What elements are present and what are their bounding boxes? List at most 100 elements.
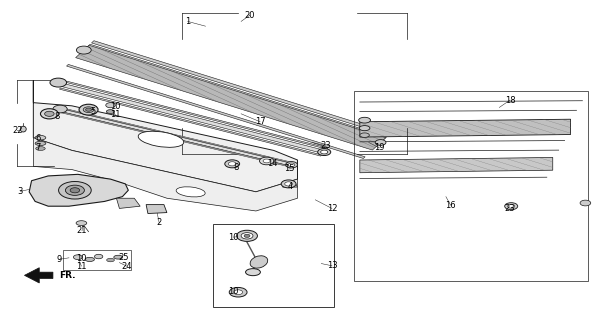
Ellipse shape [359,125,370,131]
Ellipse shape [86,108,92,111]
Text: 5: 5 [90,107,96,116]
Text: 13: 13 [327,261,337,270]
Ellipse shape [76,46,91,54]
Ellipse shape [83,107,94,113]
Ellipse shape [286,162,298,168]
Text: 10: 10 [228,287,239,296]
Polygon shape [62,109,293,166]
Ellipse shape [50,78,67,87]
Ellipse shape [225,160,240,168]
Polygon shape [92,41,391,135]
Ellipse shape [241,233,253,239]
Ellipse shape [229,287,247,297]
Text: 7: 7 [36,143,41,152]
Text: 10: 10 [76,254,87,263]
Text: 3: 3 [18,187,23,196]
Ellipse shape [281,180,296,188]
Ellipse shape [53,105,67,113]
Polygon shape [360,157,553,173]
Ellipse shape [70,188,80,193]
Ellipse shape [138,131,184,147]
Ellipse shape [79,104,98,115]
Bar [212,224,334,307]
Text: 25: 25 [118,253,129,262]
Text: 8: 8 [233,163,239,172]
Text: 11: 11 [110,110,121,119]
Ellipse shape [114,255,123,259]
Ellipse shape [246,269,261,276]
Polygon shape [62,84,325,154]
Ellipse shape [176,187,205,197]
Text: 20: 20 [245,11,255,20]
Ellipse shape [505,203,518,210]
Ellipse shape [58,181,91,199]
Polygon shape [65,81,328,149]
Ellipse shape [359,117,371,123]
Polygon shape [117,198,140,208]
Polygon shape [86,44,387,140]
Polygon shape [29,174,129,206]
Ellipse shape [76,221,87,226]
Text: 18: 18 [505,96,515,105]
Ellipse shape [35,141,46,146]
Polygon shape [67,64,365,158]
Ellipse shape [20,126,26,132]
Polygon shape [33,80,298,192]
Text: 14: 14 [267,159,278,168]
Text: 22: 22 [12,126,23,135]
Polygon shape [60,88,322,156]
Bar [354,92,588,281]
Ellipse shape [107,110,115,114]
Ellipse shape [65,185,84,196]
Text: 17: 17 [255,117,265,126]
Ellipse shape [237,230,258,241]
Ellipse shape [285,182,293,186]
Ellipse shape [508,204,515,208]
Polygon shape [33,138,298,211]
Text: 6: 6 [36,134,41,143]
Polygon shape [61,112,290,167]
Ellipse shape [45,111,54,116]
Ellipse shape [85,257,95,261]
Ellipse shape [244,234,250,237]
Ellipse shape [35,135,46,140]
Text: 2: 2 [156,218,162,227]
Text: 1: 1 [185,17,190,26]
Text: 15: 15 [284,164,295,173]
Text: 21: 21 [77,226,87,235]
Text: 16: 16 [445,201,456,210]
Ellipse shape [375,140,386,145]
Ellipse shape [289,163,295,166]
Polygon shape [360,119,571,137]
Ellipse shape [228,162,236,166]
Ellipse shape [263,159,270,163]
Ellipse shape [106,103,115,108]
Ellipse shape [360,133,369,137]
Text: 10: 10 [110,102,121,111]
Ellipse shape [40,109,58,119]
Ellipse shape [73,255,82,260]
Ellipse shape [321,150,328,154]
Text: 4: 4 [287,182,292,191]
Text: 12: 12 [327,204,337,213]
Ellipse shape [36,147,45,150]
Ellipse shape [318,148,331,156]
Text: 24: 24 [121,261,131,271]
Polygon shape [76,45,386,150]
Text: FR.: FR. [59,271,76,280]
Text: 9: 9 [57,255,61,264]
Polygon shape [64,108,293,164]
Ellipse shape [580,200,591,206]
Ellipse shape [234,290,243,295]
Text: 11: 11 [76,261,87,271]
Polygon shape [24,268,53,283]
Ellipse shape [259,157,274,165]
Polygon shape [283,182,298,187]
Bar [63,250,131,270]
Ellipse shape [250,256,268,268]
Text: 8: 8 [54,112,60,121]
Polygon shape [146,204,167,213]
Text: 10: 10 [228,233,239,242]
Ellipse shape [107,258,114,262]
Text: 19: 19 [374,143,385,152]
